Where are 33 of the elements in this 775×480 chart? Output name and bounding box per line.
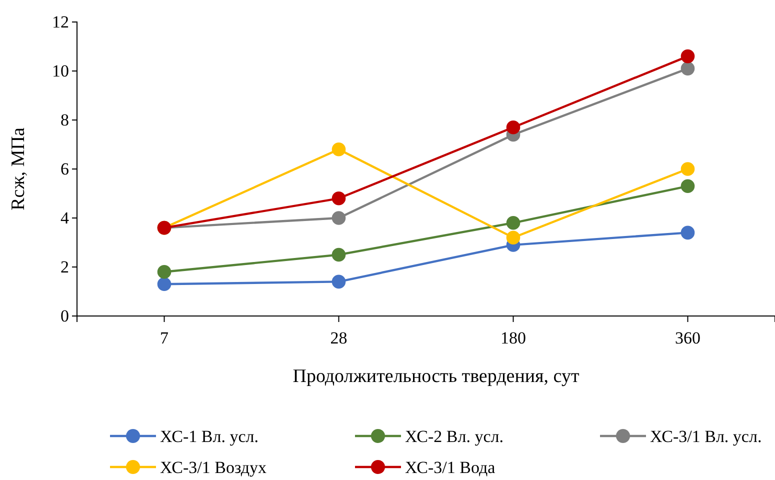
x-tick-label: 180 [500,328,526,348]
point [332,248,346,262]
legend-label: ХС-3/1 Вл. усл. [650,427,762,446]
x-axis-title: Продолжительность твердения, сут [292,366,580,387]
y-tick-label: 8 [60,110,69,130]
y-tick-label: 2 [60,257,69,276]
point [332,142,346,156]
point [332,211,346,225]
y-tick-label: 6 [60,159,69,178]
legend-label: ХС-3/1 Воздух [160,458,267,477]
legend-label: ХС-2 Вл. усл. [405,427,504,446]
y-tick-label: 0 [60,306,69,326]
point [680,162,695,176]
point [332,274,346,289]
point [157,265,172,279]
point [506,230,520,244]
x-tick-label: 7 [160,328,169,348]
y-tick-label: 4 [60,208,70,228]
point [332,192,346,206]
legend-label: ХС-1 Вл. усл. [160,427,258,446]
y-tick-label: 12 [52,12,69,32]
point [157,277,172,292]
y-tick-label: 10 [52,61,69,80]
point [680,62,695,76]
point [680,179,695,194]
point [506,120,520,134]
point [506,216,520,230]
x-tick-label: 360 [675,328,700,348]
x-tick-label: 28 [330,328,348,348]
y-axis-title: Rсж, МПа [8,127,29,210]
point [680,49,695,64]
point [680,226,695,240]
legend-label: ХС-3/1 Вода [405,458,496,477]
